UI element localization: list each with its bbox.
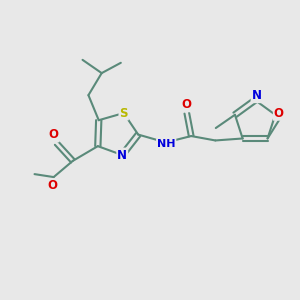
- Text: S: S: [119, 106, 128, 120]
- Text: O: O: [182, 98, 192, 111]
- Text: O: O: [274, 107, 284, 120]
- Text: NH: NH: [157, 139, 176, 149]
- Text: N: N: [252, 89, 262, 102]
- Text: O: O: [47, 179, 57, 192]
- Text: N: N: [117, 148, 127, 161]
- Text: O: O: [49, 128, 59, 142]
